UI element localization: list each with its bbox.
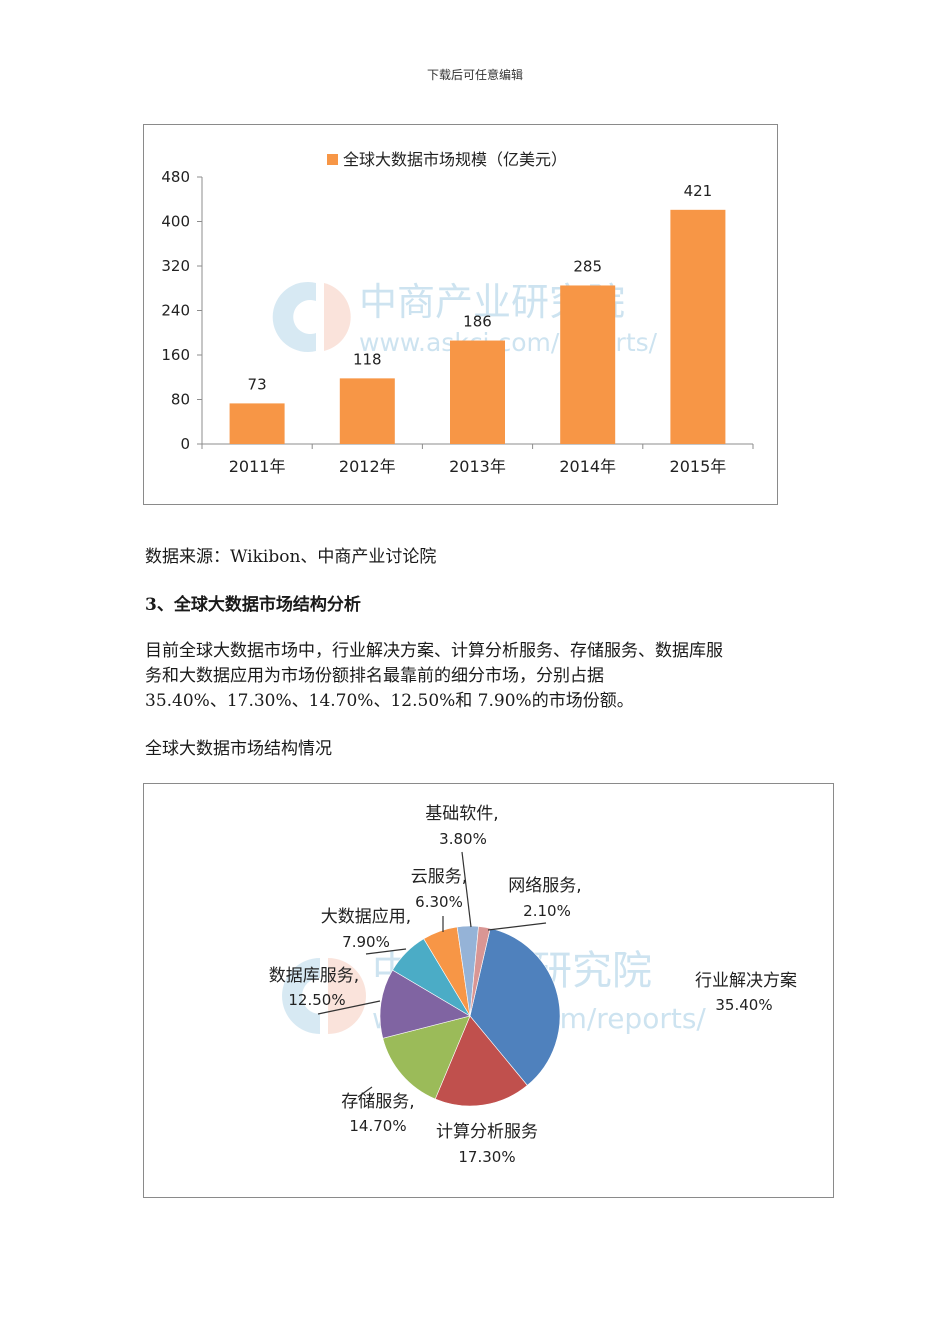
section-heading: 3、全球大数据市场结构分析 <box>145 595 361 615</box>
y-tick-label: 240 <box>161 302 190 320</box>
pie-label-pct: 17.30% <box>458 1148 515 1166</box>
bar <box>229 403 285 444</box>
y-tick-label: 160 <box>161 346 190 364</box>
pie-label-pct: 12.50% <box>288 991 345 1009</box>
pie-label-pct: 14.70% <box>349 1117 406 1135</box>
pie-chart: 中商产业研究院 www.askci.com/reports/ 行业解决方案 35… <box>269 804 797 1166</box>
pie-label-name: 数据库服务, <box>269 966 359 986</box>
watermark-logo-icon <box>272 282 351 352</box>
body-paragraph: 目前全球大数据市场中，行业解决方案、计算分析服务、存储服务、数据库服 务和大数据… <box>145 639 825 714</box>
legend-swatch <box>327 154 338 165</box>
bar <box>450 340 505 444</box>
page-header-note: 下载后可任意编辑 <box>426 68 523 82</box>
bar <box>670 209 726 444</box>
y-tick-label: 320 <box>161 257 190 275</box>
bar-value-label: 73 <box>248 375 267 393</box>
pie-slice <box>434 1015 528 1107</box>
y-tick-label: 400 <box>161 213 190 231</box>
body-line-2: 务和大数据应用为市场份额排名最靠前的细分市场，分别占据 <box>145 666 604 686</box>
pie-slice <box>469 927 561 1086</box>
pie-slice <box>379 969 471 1039</box>
bar <box>339 378 395 444</box>
y-tick-label: 480 <box>161 168 190 186</box>
pie-label-pct: 35.40% <box>715 996 772 1014</box>
x-category-label: 2012年 <box>339 457 396 476</box>
watermark-logo-icon <box>282 958 366 1034</box>
x-category-label: 2011年 <box>229 457 286 476</box>
pie-label-name: 云服务, <box>411 867 467 887</box>
pie-slices <box>379 925 561 1107</box>
legend-label: 全球大数据市场规模（亿美元） <box>343 150 567 169</box>
chart-axes: 0 80 160 240 320 400 480 <box>161 168 754 453</box>
bar-value-label: 118 <box>353 350 382 368</box>
bar-chart-figure: 中商产业研究院 www.askci.com/reports/ 全球大数据市场规模… <box>143 124 778 505</box>
bar-value-label: 421 <box>684 182 713 200</box>
y-tick-label: 80 <box>171 391 190 409</box>
leader-lines <box>317 851 547 1098</box>
x-category-label: 2013年 <box>449 457 506 476</box>
pie-label-name: 基础软件, <box>425 804 498 824</box>
pie-label-name: 计算分析服务 <box>436 1122 538 1142</box>
bar <box>560 285 616 444</box>
pie-label-pct: 6.30% <box>415 893 463 911</box>
pie-slice <box>469 926 491 1017</box>
pie-label-pct: 3.80% <box>439 830 487 848</box>
body-line-1: 目前全球大数据市场中，行业解决方案、计算分析服务、存储服务、数据库服 <box>145 641 723 661</box>
bar-series: 73 2011年 118 2012年 186 2013年 285 2014年 421 2015年 <box>229 182 727 476</box>
pie-label-name: 网络服务, <box>508 876 581 896</box>
pie-label-name: 大数据应用, <box>321 907 411 927</box>
pie-label-name: 行业解决方案 <box>695 971 797 991</box>
pie-label-pct: 2.10% <box>523 902 571 920</box>
pie-label-pct: 7.90% <box>342 933 390 951</box>
bar-value-label: 285 <box>573 257 602 275</box>
pie-label-name: 存储服务, <box>341 1092 414 1112</box>
pie-slice <box>382 1015 471 1100</box>
body-line-3: 35.40%、17.30%、14.70%、12.50%和 7.90%的市场份额。 <box>145 691 634 711</box>
pie-caption: 全球大数据市场结构情况 <box>145 739 332 759</box>
pie-chart-figure: 中商产业研究院 www.askci.com/reports/ 行业解决方案 35… <box>143 783 834 1198</box>
x-category-label: 2015年 <box>670 457 727 476</box>
source-line: 数据来源：Wikibon、中商产业讨论院 <box>145 547 437 567</box>
y-tick-label: 0 <box>180 435 190 453</box>
bar-value-label: 186 <box>463 313 492 331</box>
bar-chart: 中商产业研究院 www.askci.com/reports/ 全球大数据市场规模… <box>161 150 754 476</box>
x-category-label: 2014年 <box>559 457 616 476</box>
